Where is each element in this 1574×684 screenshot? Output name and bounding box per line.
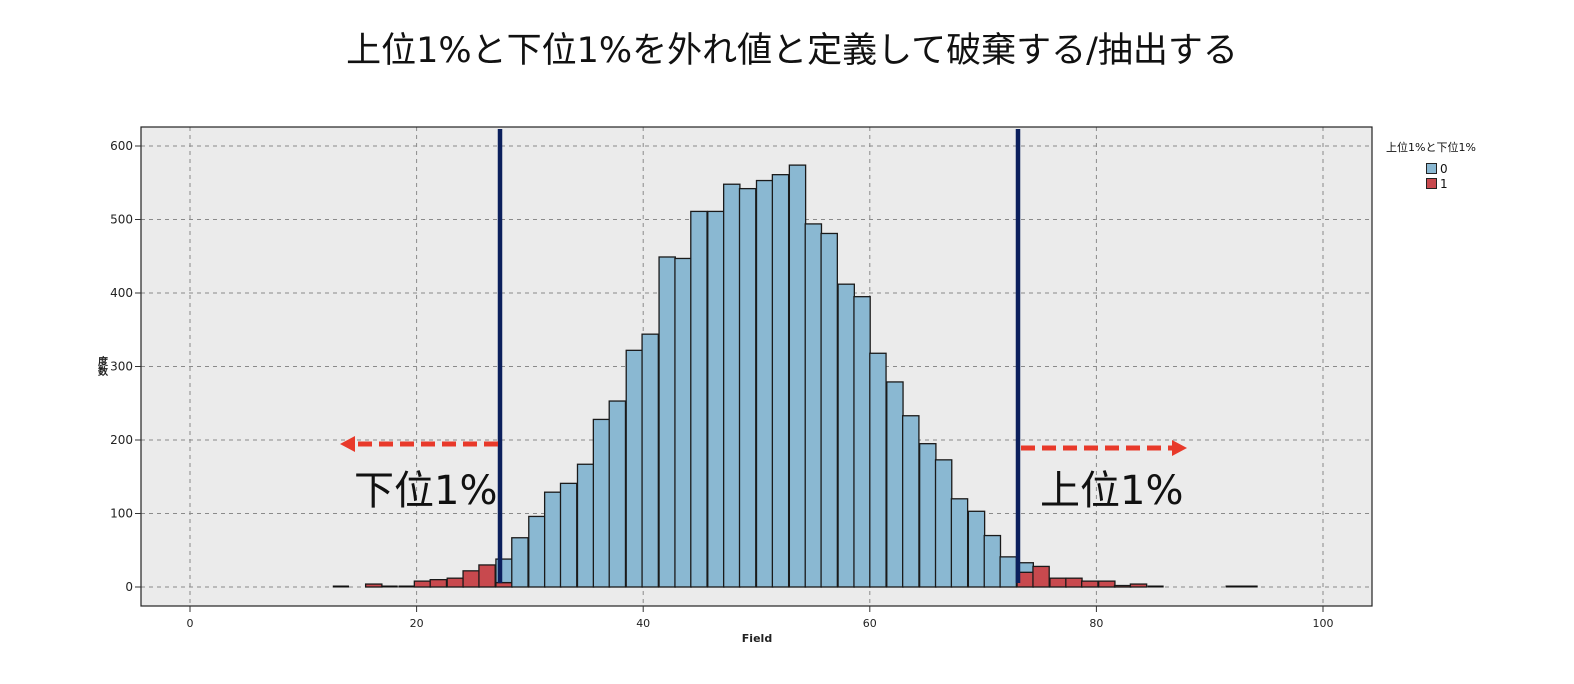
legend-item-1: 1: [1426, 176, 1476, 191]
histogram-bar-outlier: [1081, 580, 1099, 588]
histogram-bar: [886, 381, 904, 588]
histogram-bar-outlier: [1098, 580, 1116, 588]
histogram-bar: [707, 210, 725, 588]
histogram-bar-outlier: [462, 570, 480, 588]
legend-item-0: 0: [1426, 161, 1476, 176]
histogram-bar: [788, 164, 807, 588]
histogram-bar: [658, 256, 676, 588]
histogram-bar: [934, 459, 953, 588]
histogram-bar-outlier: [1032, 565, 1050, 588]
legend-swatch-blue: [1426, 163, 1437, 174]
histogram-bar: [755, 179, 774, 588]
y-axis-label: 度数: [96, 355, 108, 377]
histogram-bar: [576, 463, 595, 588]
histogram-bar: [853, 296, 871, 588]
histogram-bar: [967, 510, 986, 588]
histogram-bar: [837, 283, 855, 588]
histogram-bar: [559, 482, 578, 588]
histogram-bar-outlier: [429, 579, 448, 588]
histogram-bar: [999, 556, 1018, 588]
y-tick-label: 0: [125, 580, 133, 594]
legend-label: 0: [1440, 161, 1448, 176]
histogram-bar: [771, 174, 790, 588]
x-tick-label: 40: [636, 617, 650, 630]
x-tick-label: 20: [410, 617, 424, 630]
lower-percentile-label: 下位1%: [354, 468, 498, 514]
histogram-bar-outlier: [478, 564, 496, 588]
y-tick-label: 600: [110, 139, 133, 153]
histogram-bar: [690, 210, 708, 588]
x-tick-label: 0: [187, 617, 194, 630]
histogram-bar: [641, 333, 659, 588]
histogram-bar: [983, 534, 1002, 588]
histogram-bar-outlier: [364, 583, 383, 588]
histogram-bar: [869, 352, 887, 588]
upper-percentile-label: 上位1%: [1040, 468, 1184, 514]
histogram-bar-outlier: [1113, 584, 1132, 588]
legend-swatch-red: [1426, 178, 1437, 189]
right-arrow-head-icon: [1172, 440, 1187, 456]
histogram-bar-outlier: [446, 577, 465, 588]
histogram-bar-outlier: [495, 581, 513, 588]
histogram-bar: [738, 187, 757, 588]
y-tick-label: 300: [110, 360, 133, 374]
histogram-bar: [804, 223, 823, 588]
x-tick-label: 100: [1313, 617, 1334, 630]
x-axis-label: Field: [742, 632, 772, 645]
histogram-bar: [625, 349, 644, 588]
histogram-bar: [919, 443, 937, 588]
histogram-bar: [820, 232, 838, 588]
y-tick-label: 200: [110, 433, 133, 447]
histogram-bar: [543, 491, 562, 588]
y-tick-label: 400: [110, 286, 133, 300]
left-arrow-head-icon: [340, 436, 355, 452]
y-tick-label: 100: [110, 507, 133, 521]
histogram-bar: [511, 537, 529, 588]
legend-title: 上位1%と下位1%: [1386, 141, 1476, 154]
histogram-bar-outlier: [1049, 577, 1067, 588]
histogram-bar: [608, 400, 627, 588]
x-tick-label: 60: [863, 617, 877, 630]
histogram-bar-outlier: [1129, 583, 1148, 588]
legend-label: 1: [1440, 176, 1448, 191]
x-tick-label: 80: [1089, 617, 1103, 630]
histogram-bar-outlier: [1065, 577, 1083, 588]
y-tick-label: 500: [110, 213, 133, 227]
histogram-bar: [902, 415, 920, 588]
histogram-bar-outlier: [413, 580, 432, 588]
histogram-bar: [528, 515, 546, 588]
histogram-bar: [950, 498, 969, 588]
chart-title: 上位1%と下位1%を外れ値と定義して破棄する/抽出する: [346, 31, 1238, 71]
histogram-bar: [592, 418, 611, 588]
histogram-bar: [674, 257, 692, 588]
histogram-bar: [722, 183, 741, 588]
legend: 上位1%と下位1% 0 1: [1386, 139, 1476, 191]
